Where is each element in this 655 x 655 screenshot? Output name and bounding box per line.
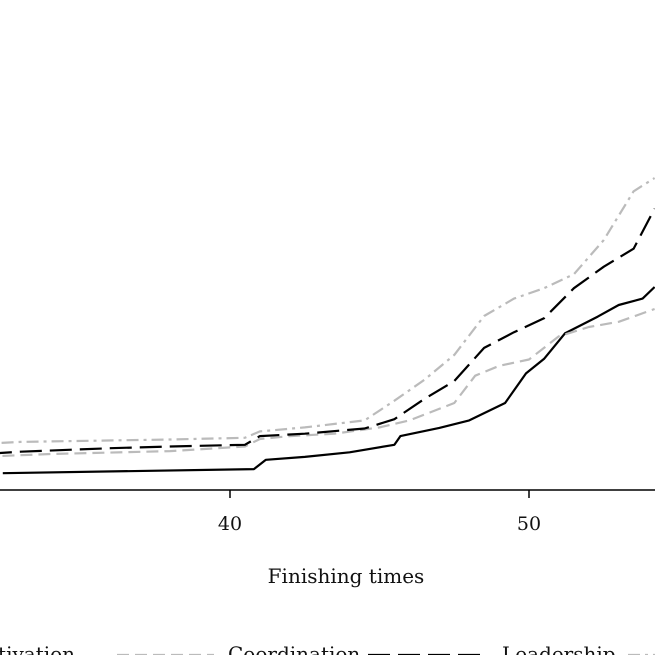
x-axis: 40 50 (0, 489, 655, 535)
series-line-4 (0, 177, 655, 445)
legend-label-3: Leadership (502, 642, 616, 655)
legend-label-2: Coordination (228, 642, 360, 655)
x-tick-label: 50 (517, 513, 541, 535)
series-layer (0, 177, 655, 475)
x-axis-title: Finishing times (268, 564, 425, 588)
x-tick-label: 40 (218, 513, 242, 535)
series-line-1 (2, 286, 655, 475)
series-line-2 (0, 307, 655, 458)
legend: otivation Coordination Leadership (0, 642, 655, 655)
series-line-3 (0, 208, 655, 455)
legend-label-1: otivation (0, 642, 75, 655)
